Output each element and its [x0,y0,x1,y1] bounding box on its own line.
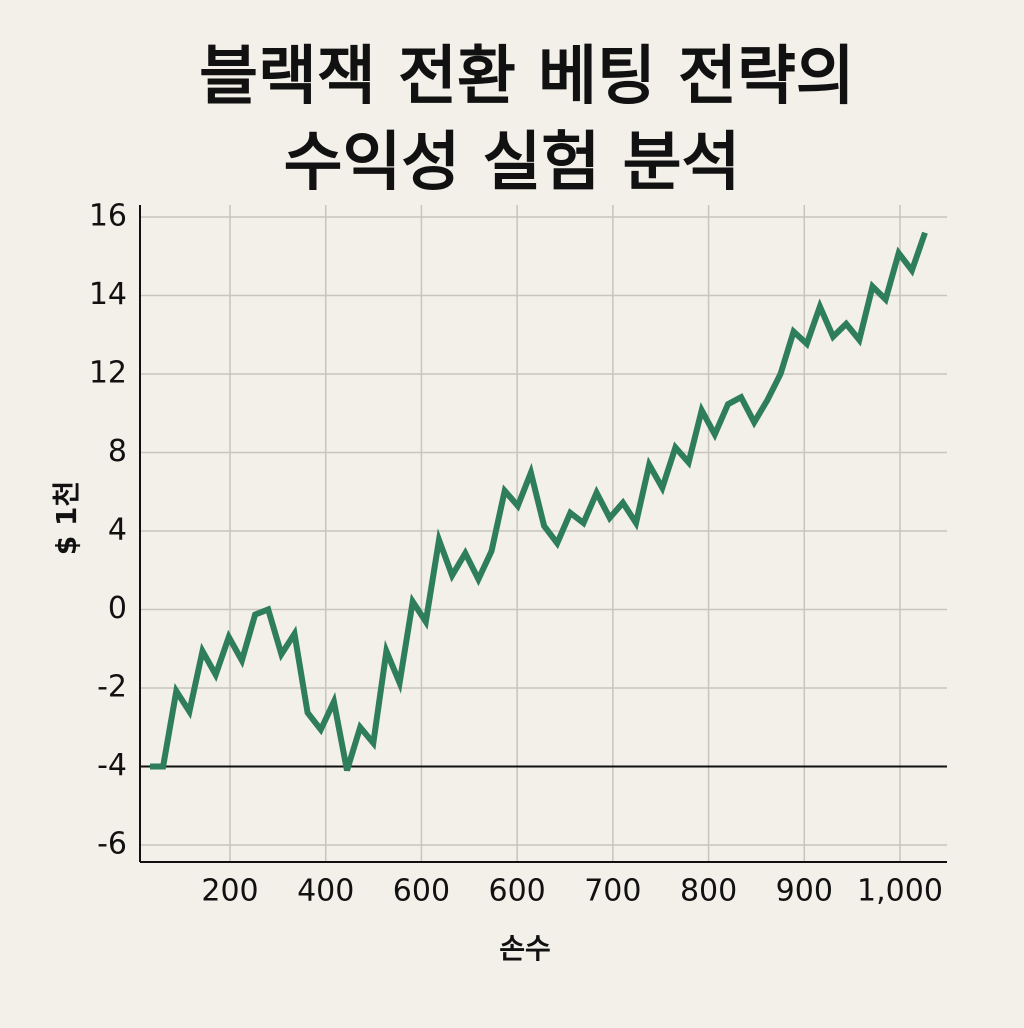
y-tick-label: -4 [97,748,127,783]
y-tick-label: 14 [89,277,127,312]
x-tick-label: 800 [680,874,737,909]
y-tick-label: 16 [89,199,127,234]
x-tick-label: 600 [489,874,546,909]
y-tick-label: -6 [97,827,127,862]
chart-title: 블랙잭 전환 베팅 전략의 [199,40,855,114]
x-tick-label: 900 [776,874,833,909]
x-tick-label: 1,000 [857,874,943,909]
chart-title: 수익성 실험 분석 [284,126,741,200]
x-tick-label: 200 [201,874,258,909]
x-tick-label: 600 [393,874,450,909]
y-axis-label: $ 1천 [50,481,83,555]
y-tick-label: 12 [89,356,127,391]
x-tick-label: 700 [584,874,641,909]
y-tick-label: 0 [108,591,127,626]
x-axis-label: 손수 [499,932,551,965]
data-line [150,231,928,772]
y-tick-label: -2 [97,670,127,705]
y-tick-label: 8 [108,434,127,469]
y-tick-label: 4 [108,513,127,548]
x-tick-label: 400 [297,874,354,909]
